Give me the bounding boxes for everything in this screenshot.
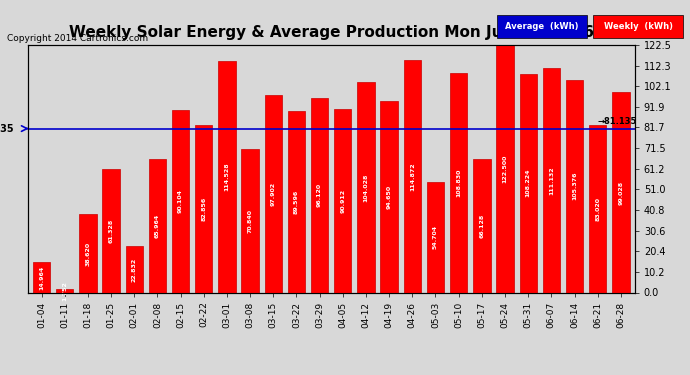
Bar (496, 45, 514, 292)
Text: 38.620: 38.620 (86, 242, 90, 266)
Bar (241, 149, 259, 292)
Bar (311, 98, 328, 292)
Bar (427, 182, 444, 292)
Bar (288, 111, 305, 292)
Text: 83.020: 83.020 (595, 196, 600, 220)
Text: 104.028: 104.028 (364, 173, 368, 202)
Bar (450, 73, 467, 292)
Text: 114.872: 114.872 (410, 162, 415, 191)
Title: Weekly Solar Energy & Average Production Mon Jun 30 05:36: Weekly Solar Energy & Average Production… (69, 25, 593, 40)
Text: →81.135: →81.135 (598, 117, 637, 126)
Text: 81.135: 81.135 (0, 124, 14, 134)
Text: 65.964: 65.964 (155, 214, 160, 238)
Text: 94.650: 94.650 (386, 185, 392, 209)
Text: Average  (kWh): Average (kWh) (505, 22, 578, 31)
Text: 96.120: 96.120 (317, 183, 322, 207)
Text: 90.104: 90.104 (178, 189, 183, 213)
Text: 90.912: 90.912 (340, 189, 345, 213)
Text: 54.704: 54.704 (433, 225, 438, 249)
Bar (357, 82, 375, 292)
Text: 61.328: 61.328 (108, 218, 114, 243)
Bar (380, 101, 398, 292)
Bar (218, 61, 235, 292)
Text: 97.902: 97.902 (270, 182, 276, 206)
Bar (542, 68, 560, 292)
Bar (79, 214, 97, 292)
Text: 105.376: 105.376 (572, 172, 577, 200)
Text: 14.964: 14.964 (39, 265, 44, 290)
Bar (404, 60, 421, 292)
Text: 82.856: 82.856 (201, 196, 206, 221)
Bar (102, 169, 120, 292)
Bar (148, 159, 166, 292)
Bar (612, 92, 629, 292)
Text: 1.752: 1.752 (62, 281, 67, 301)
Text: 22.832: 22.832 (132, 257, 137, 282)
Text: Weekly  (kWh): Weekly (kWh) (604, 22, 673, 31)
Bar (589, 125, 607, 292)
Text: 114.528: 114.528 (224, 162, 229, 191)
Text: 122.500: 122.500 (502, 154, 508, 183)
Bar (56, 289, 73, 292)
Bar (334, 109, 351, 292)
Text: 99.028: 99.028 (618, 180, 623, 204)
Bar (172, 111, 189, 292)
Bar (264, 95, 282, 292)
Text: 111.132: 111.132 (549, 166, 554, 195)
Text: Copyright 2014 Cartronics.com: Copyright 2014 Cartronics.com (7, 34, 148, 43)
Bar (33, 262, 50, 292)
Bar (520, 74, 537, 292)
Bar (473, 159, 491, 292)
Bar (195, 125, 213, 292)
Text: 108.830: 108.830 (456, 168, 461, 197)
Text: 89.596: 89.596 (294, 190, 299, 214)
Bar (566, 80, 583, 292)
Text: 66.128: 66.128 (480, 214, 484, 238)
Bar (126, 246, 143, 292)
Text: 70.840: 70.840 (248, 209, 253, 233)
Text: 108.224: 108.224 (526, 169, 531, 197)
